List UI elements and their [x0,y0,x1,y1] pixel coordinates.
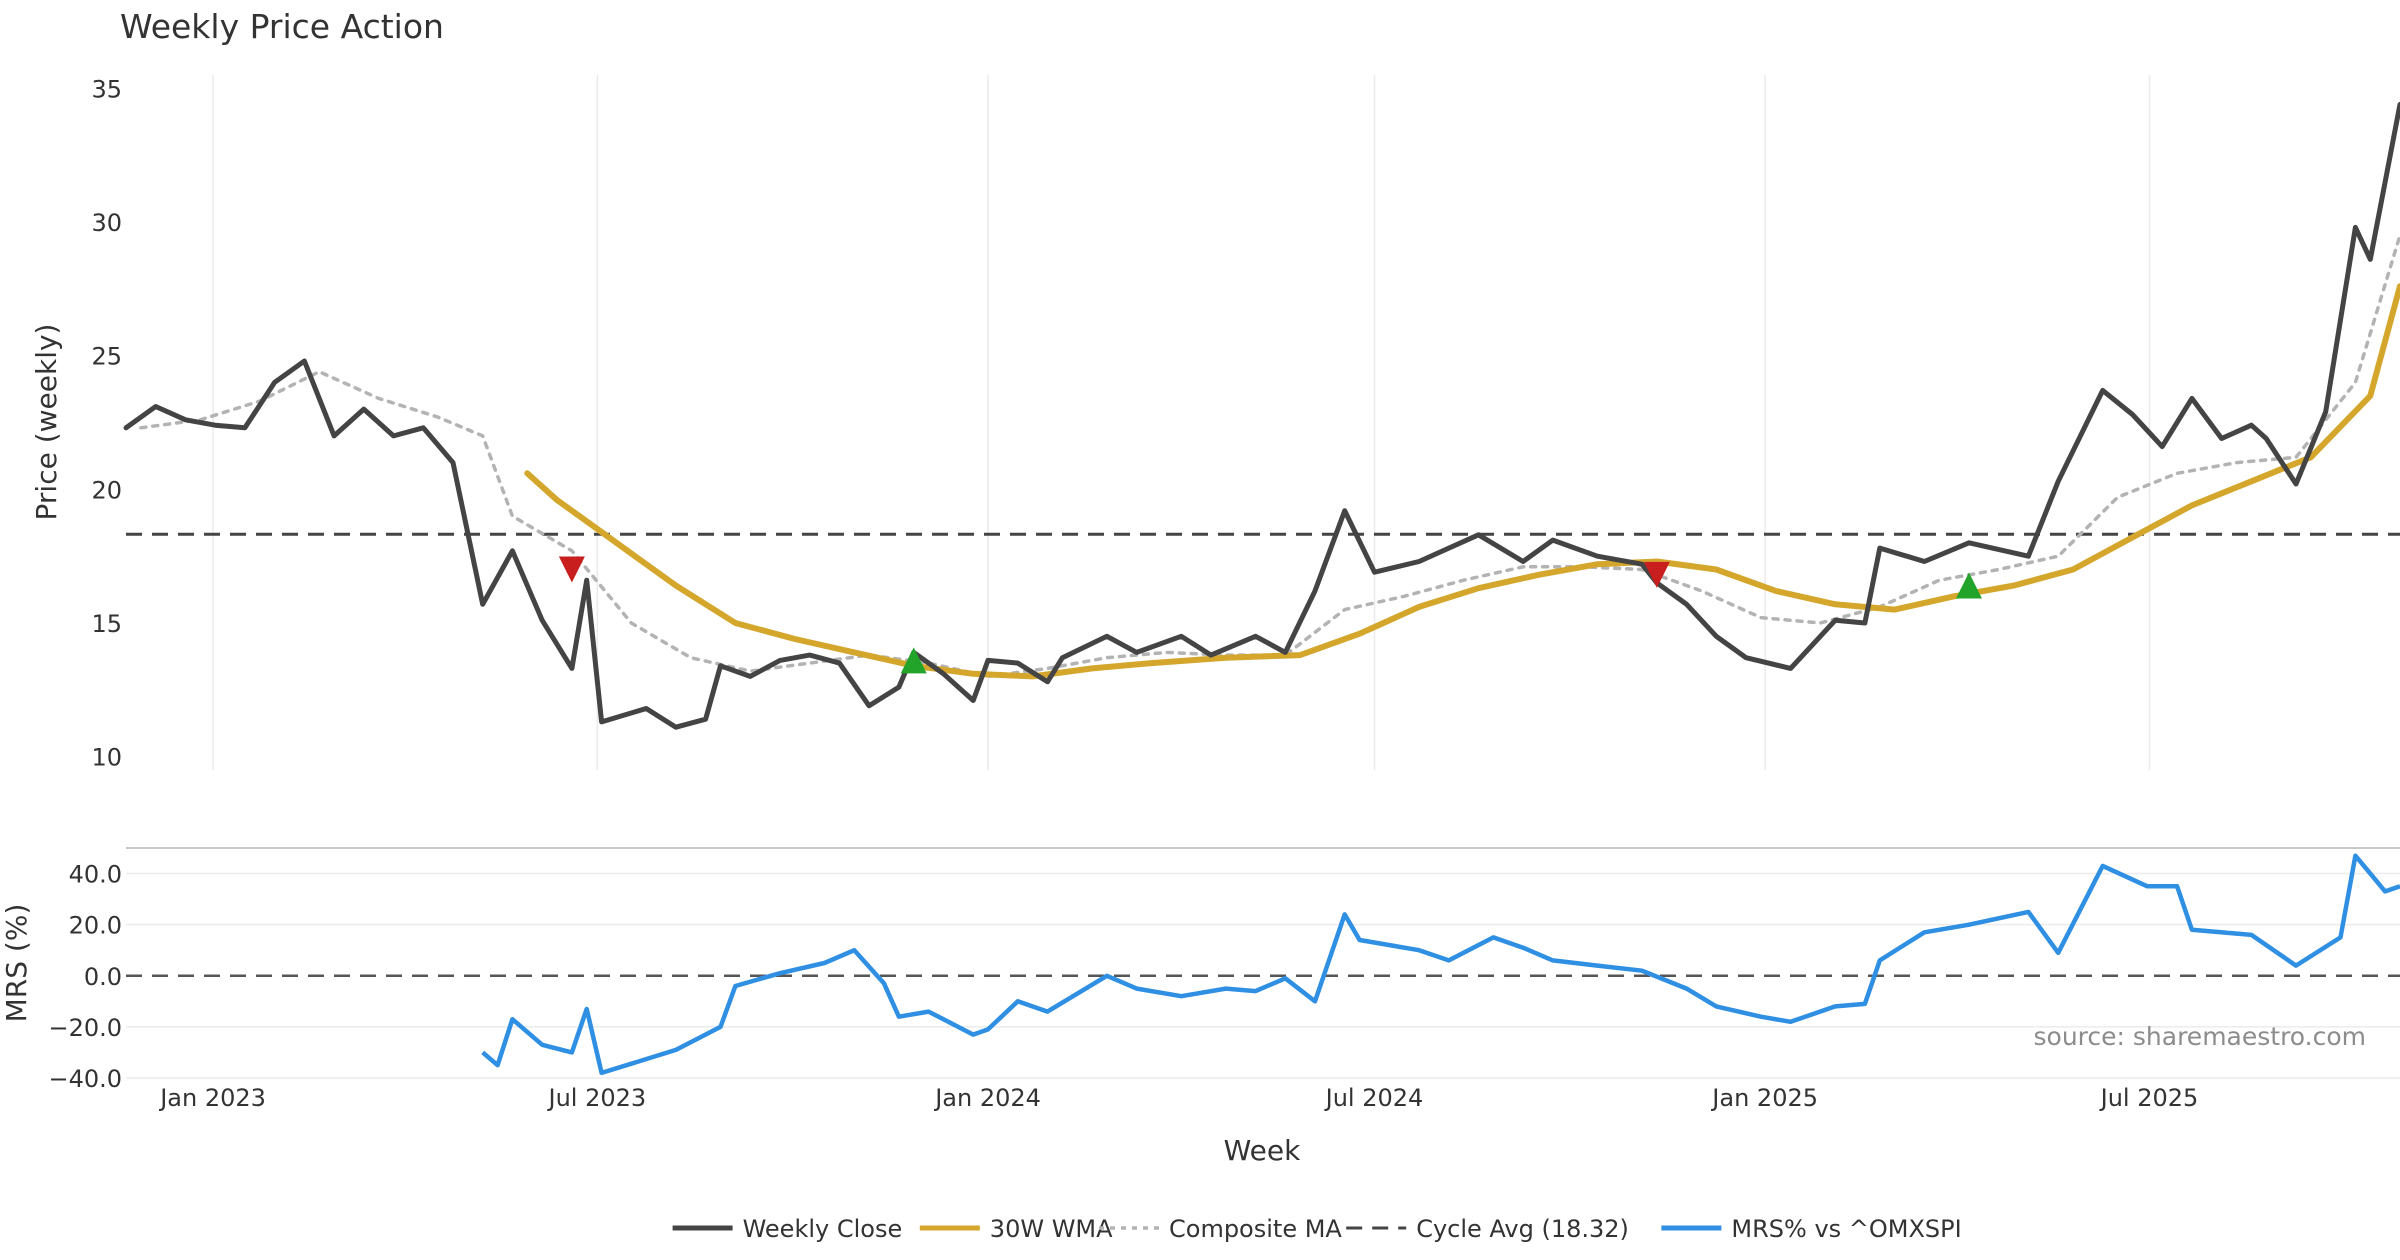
x-tick-label: Jul 2023 [547,1084,647,1112]
legend-label: Weekly Close [743,1215,903,1243]
mrs-y-tick-label: −40.0 [48,1065,122,1093]
legend-label: 30W WMA [990,1215,1113,1243]
y-tick-label: 25 [91,343,122,371]
mrs-y-tick-label: 40.0 [69,861,122,889]
y-tick-label: 15 [91,610,122,638]
source-annotation: source: sharemaestro.com [2034,1022,2367,1051]
y-axis-label: Price (weekly) [30,324,63,521]
composite-ma-series [139,233,2400,679]
buy-signal-marker [1955,572,1982,599]
chart-title: Weekly Price Action [120,7,444,46]
mrs-series [481,853,2400,1076]
legend-label: MRS% vs ^OMXSPI [1731,1215,1961,1243]
sell-signal-marker [1643,561,1670,588]
mrs-y-axis-label: MRS (%) [0,904,33,1023]
x-tick-label: Jul 2025 [2099,1084,2199,1112]
y-tick-label: 20 [91,476,122,504]
x-tick-label: Jul 2024 [1324,1084,1424,1112]
y-tick-label: 30 [91,209,122,237]
x-axis-label: Week [1224,1134,1301,1167]
mrs-y-tick-label: −20.0 [48,1014,122,1042]
buy-signal-marker [900,647,927,674]
mrs-y-tick-label: 20.0 [69,912,122,940]
legend-label: Cycle Avg (18.32) [1416,1215,1629,1243]
x-tick-label: Jan 2025 [1710,1084,1818,1112]
x-tick-label: Jan 2024 [933,1084,1041,1112]
mrs-y-tick-label: 0.0 [84,963,122,991]
legend: Weekly Close 30W WMA Composite MA Cycle Avg… [672,1215,1962,1243]
x-tick-label: Jan 2023 [158,1084,266,1112]
weekly-close-series [123,101,2400,730]
y-tick-label: 10 [91,744,122,772]
mrs-panel: 40.0 20.0 0.0 −20.0 −40.0 MRS (%) source: shar… [0,847,2400,1112]
30w-wma-series [524,283,2400,680]
legend-label: Composite MA [1169,1215,1342,1243]
price-panel: 10 15 20 25 30 35 Price (weekly) [30,75,2400,772]
sell-signal-marker [558,556,585,583]
y-tick-label: 35 [91,75,122,103]
